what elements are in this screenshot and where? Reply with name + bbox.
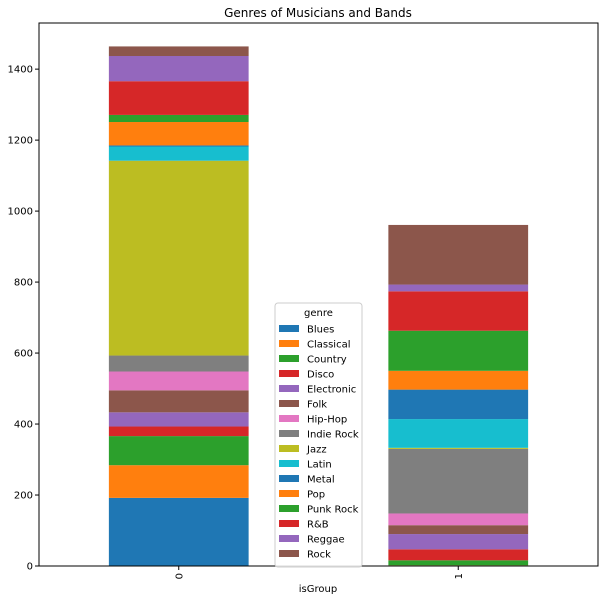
y-tick-label: 800 [14, 278, 33, 289]
y-tick-label: 200 [14, 491, 33, 502]
legend-label-country: Country [307, 355, 347, 366]
legend-label-disco: Disco [307, 370, 334, 381]
y-tick-label: 1200 [8, 136, 33, 147]
legend-swatch-r-b [279, 520, 299, 527]
legend-swatch-punk-rock [279, 505, 299, 512]
legend-label-indie-rock: Indie Rock [307, 430, 359, 441]
bar-segment-pop-0 [109, 122, 249, 145]
legend-label-punk-rock: Punk Rock [307, 505, 359, 516]
bar-segment-disco-0 [109, 427, 249, 437]
legend-swatch-hip-hop [279, 415, 299, 422]
legend-swatch-jazz [279, 445, 299, 452]
y-tick-label: 1400 [8, 65, 33, 76]
bar-segment-classical-0 [109, 465, 249, 498]
y-tick-label: 600 [14, 349, 33, 360]
legend-label-rock: Rock [307, 550, 331, 561]
legend-label-reggae: Reggae [307, 535, 345, 546]
legend-label-hip-hop: Hip-Hop [307, 415, 347, 426]
bar-segment-country-0 [109, 436, 249, 465]
legend-label-latin: Latin [307, 460, 332, 471]
bar-segment-jazz-1 [388, 448, 528, 449]
bar-segment-electronic-0 [109, 412, 249, 426]
bar-segment-metal-1 [388, 390, 528, 419]
y-tick-label: 0 [27, 562, 33, 573]
legend: genre Blues Classical Country Disco Electroni… [275, 303, 362, 567]
legend-label-folk: Folk [307, 400, 327, 411]
y-tick-label: 1000 [8, 207, 33, 218]
bar-segment-jazz-0 [109, 161, 249, 356]
bar-segment-punk-rock-1 [388, 331, 528, 371]
bar-segment-hip-hop-1 [388, 513, 528, 525]
legend-swatch-pop [279, 490, 299, 497]
legend-swatch-electronic [279, 385, 299, 392]
bar-segment-latin-0 [109, 147, 249, 161]
bar-segment-folk-0 [109, 390, 249, 412]
y-tick-label: 400 [14, 420, 33, 431]
legend-swatch-reggae [279, 535, 299, 542]
legend-swatch-classical [279, 340, 299, 347]
legend-label-jazz: Jazz [306, 445, 327, 456]
legend-swatch-disco [279, 370, 299, 377]
legend-swatch-country [279, 355, 299, 362]
legend-label-electronic: Electronic [307, 385, 356, 396]
legend-swatch-rock [279, 550, 299, 557]
bar-segment-reggae-1 [388, 285, 528, 292]
bar-segment-punk-rock-0 [109, 115, 249, 122]
bar-segment-blues-0 [109, 498, 249, 566]
legend-swatch-indie-rock [279, 430, 299, 437]
legend-swatch-metal [279, 475, 299, 482]
bar-segment-rock-0 [109, 46, 249, 56]
bar-segment-r-b-0 [109, 81, 249, 115]
legend-swatch-blues [279, 325, 299, 332]
legend-label-r-b: R&B [307, 520, 329, 531]
legend-swatch-latin [279, 460, 299, 467]
x-tick-label: 0 [174, 573, 185, 579]
bar-segment-pop-1 [388, 371, 528, 390]
legend-label-metal: Metal [307, 475, 335, 486]
legend-label-pop: Pop [307, 490, 325, 501]
x-axis-label: isGroup [299, 584, 337, 595]
chart-title: Genres of Musicians and Bands [224, 6, 412, 20]
legend-swatch-folk [279, 400, 299, 407]
bar-segment-disco-1 [388, 549, 528, 560]
bar-segment-latin-1 [388, 419, 528, 448]
legend-label-blues: Blues [307, 325, 334, 336]
bar-segment-hip-hop-0 [109, 372, 249, 391]
bar-segment-country-1 [388, 560, 528, 565]
bar-segment-folk-1 [388, 525, 528, 534]
bar-segment-electronic-1 [388, 534, 528, 549]
bar-segment-reggae-0 [109, 56, 249, 81]
legend-label-classical: Classical [307, 340, 351, 351]
bar-segment-rock-1 [388, 225, 528, 285]
legend-title: genre [304, 308, 333, 319]
bar-segment-r-b-1 [388, 291, 528, 330]
x-tick-label: 1 [454, 573, 465, 579]
bar-segment-metal-0 [109, 145, 249, 146]
bar-segment-indie-rock-1 [388, 449, 528, 514]
bar-segment-indie-rock-0 [109, 356, 249, 372]
